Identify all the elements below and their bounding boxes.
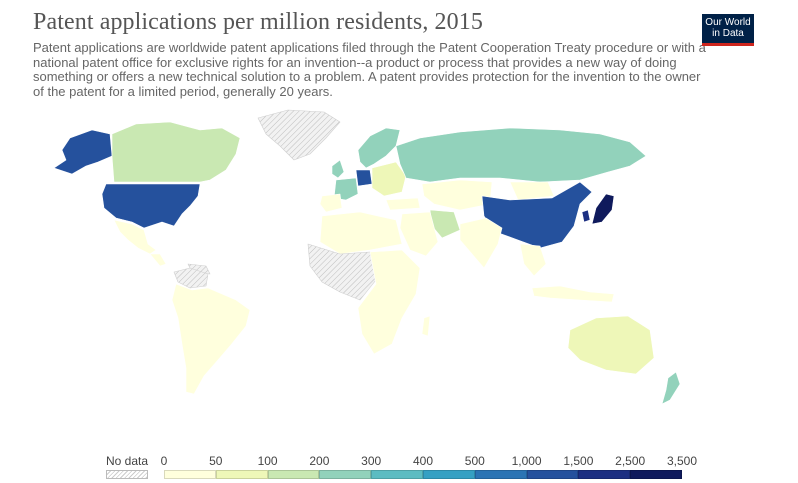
legend-bin[interactable]	[164, 470, 216, 479]
logo-line-2: in Data	[712, 28, 744, 39]
region-sahel[interactable]	[307, 243, 377, 301]
region-turkey[interactable]	[385, 197, 421, 211]
region-usa[interactable]	[101, 183, 201, 229]
owid-logo[interactable]: Our World in Data	[702, 14, 754, 46]
legend-tick-label: 3,500	[666, 454, 698, 468]
region-south-korea[interactable]	[581, 209, 591, 223]
region-north-africa[interactable]	[319, 211, 403, 255]
region-australia[interactable]	[567, 315, 655, 375]
region-alaska[interactable]	[53, 129, 113, 175]
legend-tick-label: 50	[209, 454, 223, 468]
legend-tick-label: 1,000	[511, 454, 542, 468]
chart-subtitle: Patent applications are worldwide patent…	[33, 40, 706, 99]
region-central-asia[interactable]	[421, 179, 493, 211]
legend-no-data-label: No data	[106, 454, 149, 468]
legend-tick-label: 2,500	[615, 454, 646, 468]
region-uk[interactable]	[331, 159, 345, 179]
legend-bin[interactable]	[215, 470, 268, 479]
region-central-america[interactable]	[149, 253, 167, 267]
region-south-america[interactable]	[171, 283, 251, 395]
legend-bin[interactable]	[630, 470, 682, 479]
legend-tick-label: 200	[309, 454, 330, 468]
world-map	[53, 109, 681, 405]
region-madagascar[interactable]	[421, 315, 431, 337]
legend-bin[interactable]	[578, 470, 631, 479]
legend-bin[interactable]	[474, 470, 527, 479]
legend-bin[interactable]	[423, 470, 475, 479]
region-canada[interactable]	[111, 121, 241, 183]
region-southeast-asia[interactable]	[519, 243, 547, 277]
region-mongolia[interactable]	[509, 181, 555, 201]
legend-tick-label: 100	[257, 454, 278, 468]
legend-tick-label: 0	[160, 454, 168, 468]
legend-no-data-swatch	[106, 470, 148, 479]
region-new-zealand[interactable]	[661, 371, 681, 405]
legend-tick-label: 1,500	[563, 454, 594, 468]
region-indonesia[interactable]	[531, 285, 615, 303]
region-south-america-north[interactable]	[173, 267, 209, 289]
region-eastern-europe[interactable]	[371, 161, 407, 197]
region-japan[interactable]	[591, 193, 615, 225]
region-africa-east-south[interactable]	[357, 249, 421, 355]
region-russia[interactable]	[395, 127, 647, 183]
legend-bin[interactable]	[267, 470, 320, 479]
region-mexico[interactable]	[113, 219, 157, 255]
logo-line-1: Our World	[705, 17, 751, 28]
region-scandinavia[interactable]	[357, 127, 401, 169]
legend-bin[interactable]	[319, 470, 372, 479]
region-iberia[interactable]	[319, 193, 343, 213]
region-germany[interactable]	[355, 169, 373, 187]
color-legend: No data 0 50 100 200 300 400 500 1,000 1,500 2,50…	[0, 452, 798, 483]
region-middle-east[interactable]	[399, 211, 439, 257]
legend-tick-label: 500	[464, 454, 485, 468]
chart-title: Patent applications per million resident…	[33, 9, 483, 35]
legend-bin[interactable]	[526, 470, 579, 479]
legend-tick-label: 400	[412, 454, 434, 468]
region-greenland[interactable]	[257, 109, 341, 161]
region-south-asia[interactable]	[459, 217, 503, 269]
legend-tick-label: 300	[361, 454, 382, 468]
legend-bin[interactable]	[371, 470, 423, 479]
